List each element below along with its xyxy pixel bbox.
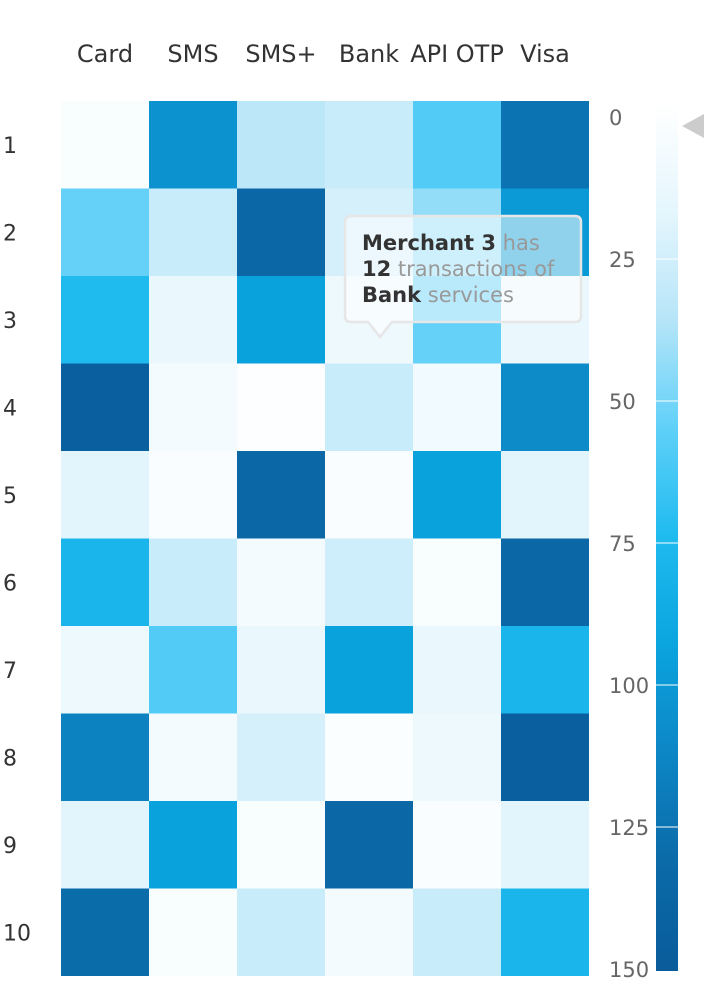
heatmap-cell[interactable] [501, 713, 589, 802]
heatmap-cell[interactable] [501, 363, 589, 452]
heatmap-cell[interactable] [149, 538, 237, 627]
heatmap-cell[interactable] [149, 713, 237, 802]
heatmap-cell[interactable] [237, 713, 325, 802]
heatmap-cell[interactable] [325, 101, 413, 189]
heatmap-cell[interactable] [149, 888, 237, 977]
row-label: 1 [3, 134, 17, 159]
heatmap-cell[interactable] [501, 888, 589, 977]
colorbar: 0 25 50 75 100 125 150 [609, 103, 704, 982]
heatmap-cell[interactable] [149, 188, 237, 277]
row-label: 9 [3, 834, 17, 859]
svg-text:Bank services: Bank services [362, 283, 514, 307]
column-label: SMS [167, 40, 218, 68]
heatmap-cells [61, 101, 589, 976]
heatmap-cell[interactable] [149, 801, 237, 889]
heatmap-cell[interactable] [325, 363, 413, 452]
row-label: 6 [3, 571, 17, 596]
heatmap-cell[interactable] [413, 626, 501, 714]
tooltip-box [343, 214, 583, 340]
heatmap-cell[interactable] [237, 101, 325, 189]
heatmap-cell[interactable] [61, 363, 149, 452]
heatmap-cell[interactable] [237, 363, 325, 452]
heatmap-cell[interactable] [325, 888, 413, 977]
column-label: SMS+ [245, 40, 316, 68]
heatmap-cell[interactable] [413, 713, 501, 802]
heatmap-cell[interactable] [61, 801, 149, 889]
heatmap-cell[interactable] [61, 888, 149, 977]
heatmap-cell[interactable] [149, 626, 237, 714]
heatmap-cell[interactable] [501, 626, 589, 714]
heatmap-cell[interactable] [413, 538, 501, 627]
colorbar-tick-label: 50 [609, 390, 636, 414]
column-labels: Card SMS SMS+ Bank API OTP Visa [77, 40, 570, 68]
heatmap-cell[interactable] [237, 276, 325, 364]
column-label: Card [77, 40, 133, 68]
colorbar-tick-label: 75 [609, 532, 636, 556]
heatmap-cell[interactable] [237, 801, 325, 889]
heatmap-cell[interactable] [413, 801, 501, 889]
colorbar-tick-label: 150 [609, 958, 649, 982]
row-label: 3 [3, 309, 17, 334]
tooltip-count: 12 [362, 257, 391, 281]
heatmap-cell[interactable] [325, 801, 413, 889]
svg-text:Merchant 3 has: Merchant 3 has [362, 231, 540, 255]
heatmap-cell[interactable] [413, 363, 501, 452]
heatmap-cell[interactable] [61, 538, 149, 627]
tooltip-merchant: Merchant 3 [362, 231, 496, 255]
heatmap-cell[interactable] [237, 538, 325, 627]
heatmap-cell[interactable] [237, 451, 325, 539]
tooltip-transactions-of: transactions of [398, 257, 555, 281]
colorbar-gradient [656, 103, 678, 971]
colorbar-ticks: 0 25 50 75 100 125 150 [609, 106, 678, 982]
column-label: Visa [520, 40, 570, 68]
row-label: 7 [3, 659, 17, 684]
heatmap-cell[interactable] [237, 626, 325, 714]
column-label: API OTP [410, 40, 504, 68]
heatmap-cell[interactable] [325, 538, 413, 627]
heatmap-cell[interactable] [501, 801, 589, 889]
row-label: 4 [3, 396, 17, 421]
colorbar-pointer-icon [682, 114, 704, 138]
heatmap-cell[interactable] [149, 276, 237, 364]
row-labels: 1 2 3 4 5 6 7 8 9 10 [3, 134, 31, 947]
heatmap-cell[interactable] [237, 888, 325, 977]
heatmap-cell[interactable] [61, 188, 149, 277]
heatmap-cell[interactable] [237, 188, 325, 277]
heatmap-cell[interactable] [149, 101, 237, 189]
heatmap-cell[interactable] [149, 363, 237, 452]
row-label: 5 [3, 484, 17, 509]
svg-text:12 transactions of: 12 transactions of [362, 257, 555, 281]
row-label: 2 [3, 221, 17, 246]
colorbar-tick-label: 100 [609, 674, 649, 698]
heatmap-cell[interactable] [325, 451, 413, 539]
heatmap-cell[interactable] [413, 451, 501, 539]
heatmap-cell[interactable] [413, 101, 501, 189]
tooltip-service: Bank [362, 283, 422, 307]
heatmap-cell[interactable] [501, 451, 589, 539]
row-label: 8 [3, 746, 17, 771]
heatmap-cell[interactable] [501, 538, 589, 627]
colorbar-tick-label: 125 [609, 816, 649, 840]
heatmap-cell[interactable] [325, 626, 413, 714]
heatmap-cell[interactable] [501, 101, 589, 189]
heatmap-cell[interactable] [61, 101, 149, 189]
heatmap-cell[interactable] [61, 713, 149, 802]
tooltip: Merchant 3 has 12 transactions of Bank s… [343, 214, 583, 340]
tooltip-has: has [503, 231, 540, 255]
tooltip-services: services [428, 283, 514, 307]
row-label: 10 [3, 921, 31, 946]
heatmap-cell[interactable] [61, 451, 149, 539]
colorbar-tick-label: 25 [609, 248, 636, 272]
heatmap-cell[interactable] [61, 626, 149, 714]
heatmap-cell[interactable] [413, 888, 501, 977]
colorbar-tick-label: 0 [609, 106, 622, 130]
heatmap-cell[interactable] [61, 276, 149, 364]
heatmap-cell[interactable] [325, 713, 413, 802]
column-label: Bank [339, 40, 399, 68]
heatmap-cell[interactable] [149, 451, 237, 539]
